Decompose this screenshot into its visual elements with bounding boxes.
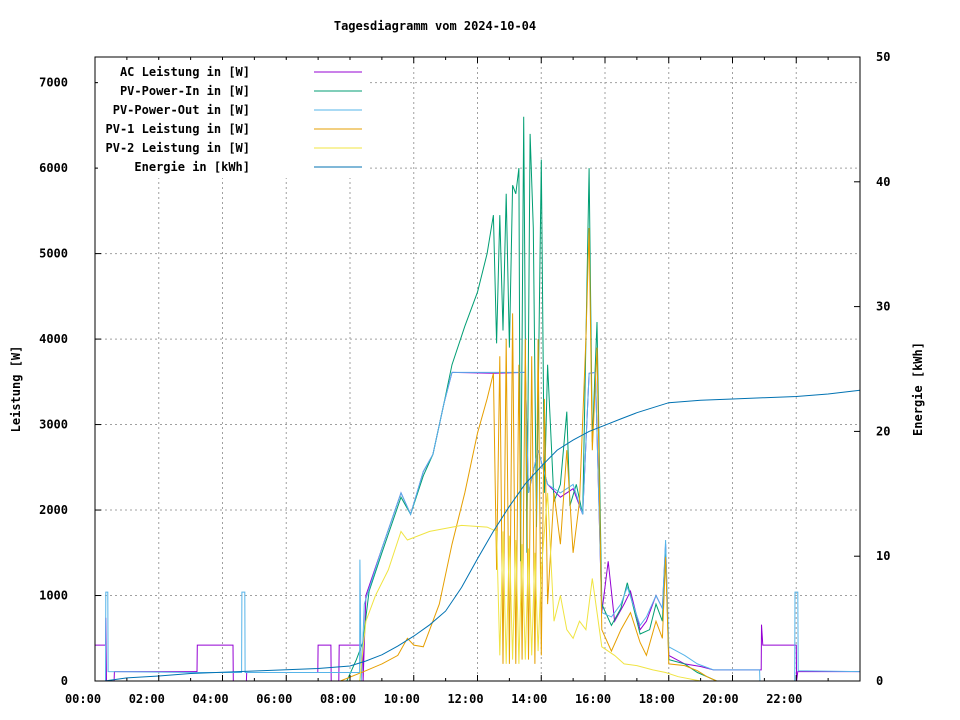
series-line-6 bbox=[104, 389, 861, 682]
series-lines bbox=[95, 116, 861, 682]
x-tick-label: 00:00 bbox=[65, 692, 101, 706]
x-tick-label: 14:00 bbox=[511, 692, 547, 706]
y2-tick-label: 10 bbox=[876, 549, 890, 563]
legend-box bbox=[98, 60, 368, 178]
y-axis-label: Leistung [W] bbox=[9, 346, 23, 433]
x-tick-label: 06:00 bbox=[256, 692, 292, 706]
series-line-5 bbox=[95, 492, 860, 682]
y-tick-label: 6000 bbox=[39, 161, 68, 175]
x-tick-label: 08:00 bbox=[320, 692, 356, 706]
legend-label: PV-1 Leistung in [W] bbox=[106, 122, 251, 136]
x-tick-label: 10:00 bbox=[384, 692, 420, 706]
legend: AC Leistung in [W] PV-Power-In in [W] PV-P… bbox=[106, 65, 362, 174]
x-tick-label: 04:00 bbox=[192, 692, 228, 706]
axis-ticks: 00:00 02:00 04:00 06:00 08:00 10:00 12:00 14:00… bbox=[39, 50, 890, 706]
series-line-3 bbox=[95, 371, 861, 682]
x-tick-label: 16:00 bbox=[575, 692, 611, 706]
legend-label: AC Leistung in [W] bbox=[120, 65, 250, 79]
legend-label: PV-Power-Out in [W] bbox=[113, 103, 250, 117]
y-tick-label: 3000 bbox=[39, 418, 68, 432]
x-tick-label: 20:00 bbox=[702, 692, 738, 706]
legend-label: PV-2 Leistung in [W] bbox=[106, 141, 251, 155]
y2-tick-label: 20 bbox=[876, 424, 890, 438]
legend-label: PV-Power-In in [W] bbox=[120, 84, 250, 98]
chart-title: Tagesdiagramm vom 2024-10-04 bbox=[334, 19, 536, 33]
y-tick-label: 1000 bbox=[39, 589, 68, 603]
y-tick-label: 0 bbox=[61, 674, 68, 688]
x-tick-label: 18:00 bbox=[639, 692, 675, 706]
y2-tick-label: 30 bbox=[876, 300, 890, 314]
y2-axis-label: Energie [kWh] bbox=[911, 342, 925, 436]
x-tick-label: 02:00 bbox=[129, 692, 165, 706]
y-tick-label: 2000 bbox=[39, 503, 68, 517]
x-tick-label: 22:00 bbox=[766, 692, 802, 706]
y2-tick-label: 50 bbox=[876, 50, 890, 64]
y-tick-label: 5000 bbox=[39, 247, 68, 261]
legend-label: Energie in [kWh] bbox=[134, 160, 250, 174]
series-line-4 bbox=[95, 227, 860, 682]
y-tick-label: 4000 bbox=[39, 332, 68, 346]
y2-tick-label: 0 bbox=[876, 674, 883, 688]
x-tick-label: 12:00 bbox=[447, 692, 483, 706]
y-tick-label: 7000 bbox=[39, 76, 68, 90]
y2-tick-label: 40 bbox=[876, 175, 890, 189]
